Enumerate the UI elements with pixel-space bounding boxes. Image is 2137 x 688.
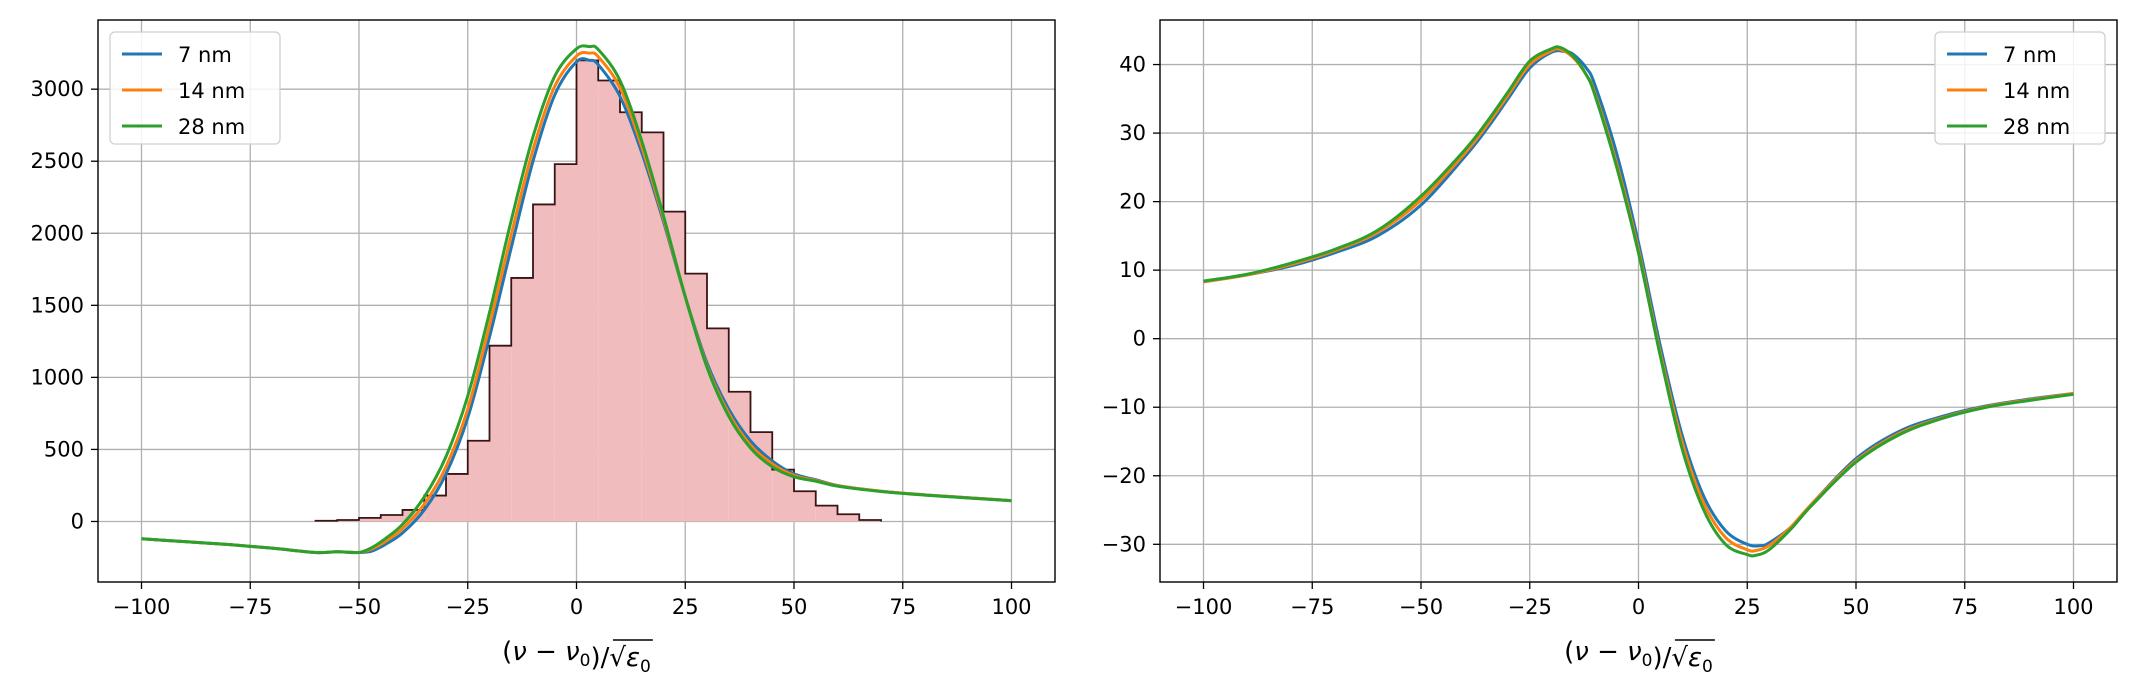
x-tick-label: 50: [1843, 595, 1870, 619]
ticks: −100 −75 −50 −25 0 25 50 75 10005001000150020002…: [31, 77, 1032, 619]
y-tick-label: 30: [1119, 121, 1146, 145]
histogram-bar: [359, 517, 381, 522]
histogram-bar: [533, 204, 555, 522]
histogram-bar: [620, 112, 642, 522]
x-tick-label: −25: [446, 595, 490, 619]
histogram-bar: [685, 273, 707, 522]
x-tick-label: 75: [1951, 595, 1978, 619]
x-tick-label: −100: [1175, 595, 1233, 619]
plot-area: [141, 44, 1012, 555]
x-tick-label: 0: [570, 595, 583, 619]
histogram-bar: [815, 505, 838, 522]
chart-panel-2: −100 −75 −50 −25 0 25 50 75 100−30−20−1001020304…: [1102, 19, 2118, 677]
legend-label: 14 nm: [2003, 79, 2070, 103]
legend-label: 28 nm: [178, 115, 245, 139]
y-tick-label: 2000: [31, 221, 84, 245]
histogram-bar: [772, 469, 794, 522]
y-tick-label: 40: [1119, 53, 1146, 77]
y-tick-label: 0: [71, 509, 84, 533]
y-tick-label: 2500: [31, 149, 84, 173]
histogram-bar: [663, 211, 686, 522]
x-tick-label: −100: [113, 595, 171, 619]
legend-label: 7 nm: [2003, 43, 2057, 67]
legend: 7 nm 14 nm 28 nm: [109, 31, 281, 145]
histogram-bar: [511, 277, 533, 522]
y-tick-label: 1000: [31, 365, 84, 389]
plot-area: [1203, 45, 2074, 558]
x-tick-label: −50: [1399, 595, 1443, 619]
histogram-bar: [467, 440, 490, 522]
histogram-bar: [641, 132, 664, 522]
legend-label: 14 nm: [178, 79, 245, 103]
x-axis-label: (ν − ν0)/√ε0: [1564, 637, 1713, 677]
histogram-bar: [794, 491, 816, 522]
y-tick-label: −20: [1102, 464, 1146, 488]
histogram-bar: [489, 345, 512, 522]
x-tick-label: 25: [1734, 595, 1761, 619]
x-tick-label: 100: [2053, 595, 2093, 619]
x-axis-label: (ν − ν0)/√ε0: [502, 637, 651, 677]
y-tick-label: 0: [1133, 327, 1146, 351]
histogram-bar: [576, 60, 599, 522]
x-tick-label: 100: [991, 595, 1031, 619]
y-tick-label: 1500: [31, 293, 84, 317]
histogram-bar: [728, 391, 751, 522]
histogram-bar: [837, 514, 860, 522]
x-tick-label: 75: [889, 595, 916, 619]
y-tick-label: 10: [1119, 258, 1146, 282]
series-line-28-nm: [1203, 45, 2074, 558]
y-tick-label: −30: [1102, 532, 1146, 556]
legend-label: 28 nm: [2003, 115, 2070, 139]
x-tick-label: −75: [228, 595, 272, 619]
y-tick-label: −10: [1102, 395, 1146, 419]
y-tick-label: 20: [1119, 190, 1146, 214]
y-tick-label: 500: [44, 437, 84, 461]
x-tick-label: 0: [1632, 595, 1645, 619]
histogram: [314, 59, 882, 522]
x-tick-label: −75: [1290, 595, 1334, 619]
histogram-bar: [380, 514, 403, 522]
legend-box: [1934, 31, 2106, 145]
histogram-bar: [446, 473, 468, 522]
legend-box: [109, 31, 281, 145]
legend: 7 nm 14 nm 28 nm: [1934, 31, 2106, 145]
x-tick-label: −25: [1508, 595, 1552, 619]
y-tick-label: 3000: [31, 77, 84, 101]
x-tick-label: 25: [672, 595, 699, 619]
histogram-bar: [554, 164, 577, 522]
x-tick-label: −50: [337, 595, 381, 619]
ticks: −100 −75 −50 −25 0 25 50 75 100−30−20−1001020304…: [1102, 53, 2094, 619]
chart-panel-1: −100 −75 −50 −25 0 25 50 75 10005001000150020002…: [31, 19, 1056, 677]
legend-label: 7 nm: [178, 43, 232, 67]
histogram-bar: [707, 328, 729, 522]
series-line-28-nm: [141, 44, 1012, 555]
x-tick-label: 50: [781, 595, 808, 619]
histogram-bar: [598, 80, 620, 522]
